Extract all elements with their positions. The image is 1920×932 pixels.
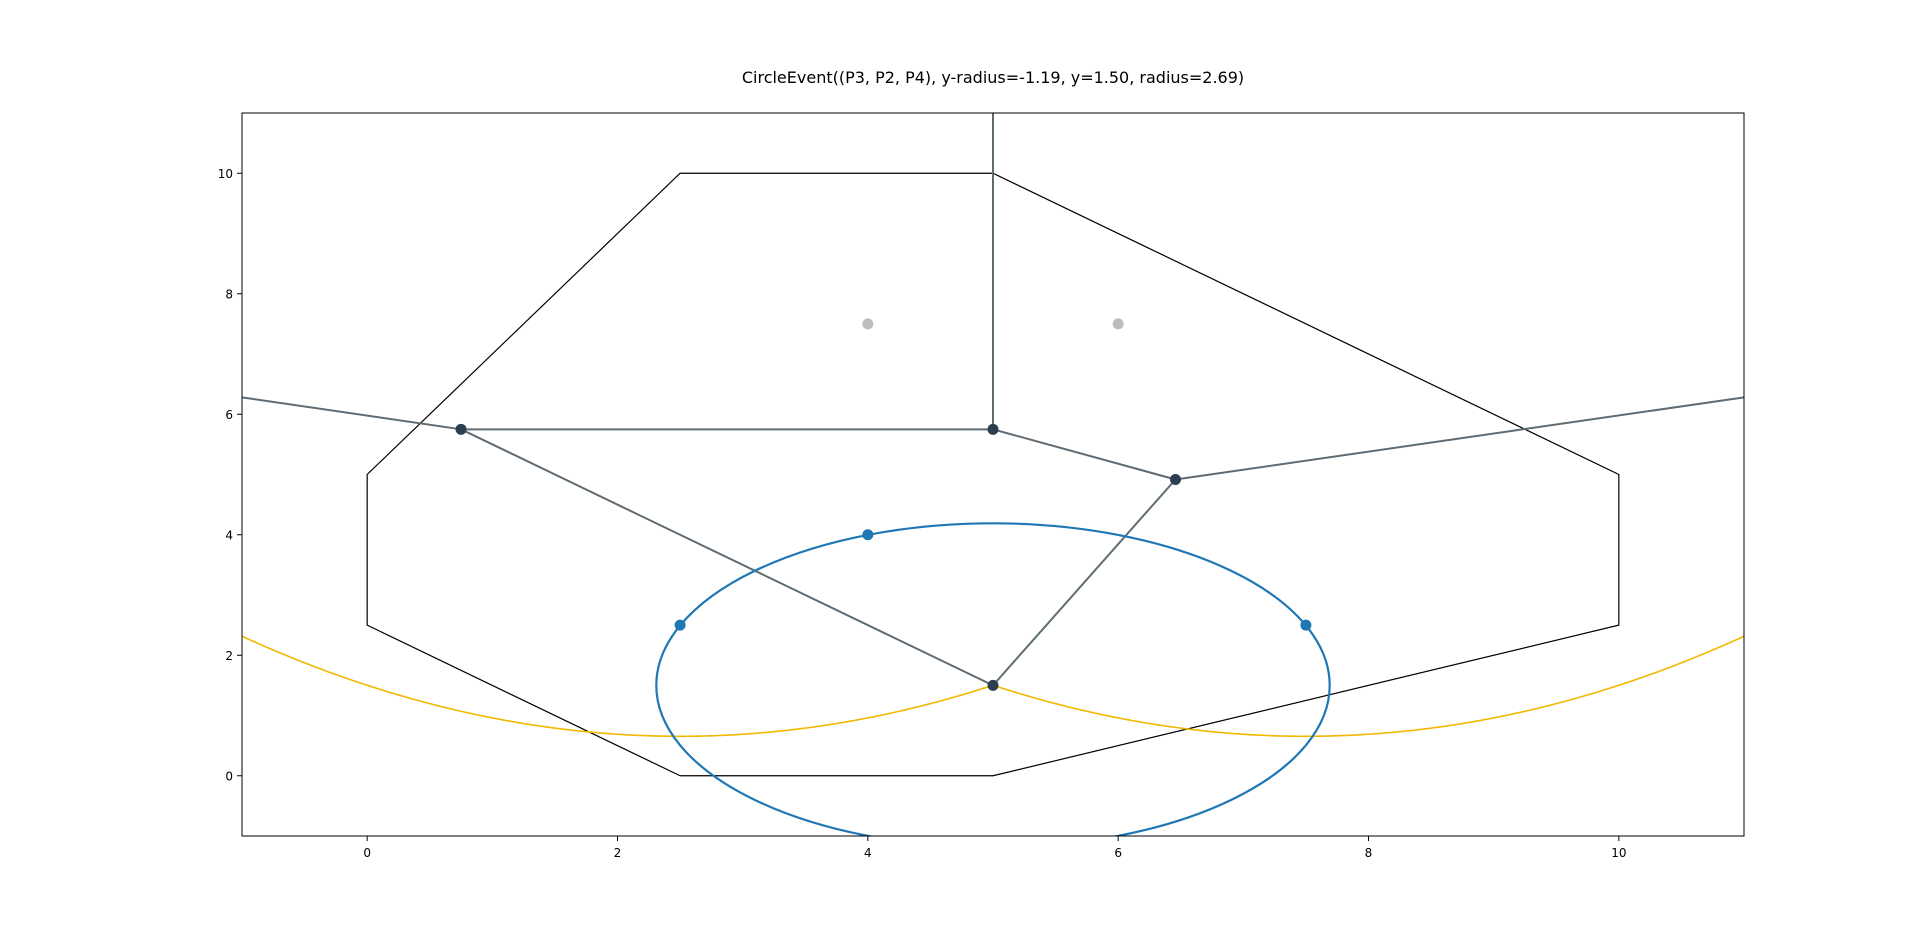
voronoi-edge-4 <box>242 396 462 431</box>
y-tick-label-0: 0 <box>225 769 233 783</box>
y-tick-label-3: 6 <box>225 408 233 422</box>
circle-event-circle <box>655 522 1331 836</box>
y-axis: 0 2 4 6 8 10 <box>218 167 242 783</box>
y-tick-label-4: 8 <box>225 287 233 301</box>
active-site-point-2 <box>1300 619 1312 631</box>
voronoi-edge-5 <box>460 428 994 687</box>
voronoi-edge-2 <box>992 428 1176 481</box>
inactive-site-point-0 <box>862 318 874 330</box>
voronoi-vertex-0 <box>455 423 467 435</box>
x-tick-label-1: 2 <box>614 846 622 860</box>
x-tick-label-0: 0 <box>363 846 371 860</box>
voronoi-edge-3 <box>1175 396 1744 481</box>
axes-frame <box>241 112 1745 837</box>
beachline-arc-1 <box>992 635 1744 738</box>
beachline-arc-0 <box>242 635 994 738</box>
x-tick-label-2: 4 <box>864 846 872 860</box>
active-site-point-1 <box>862 529 874 541</box>
voronoi-vertex-2 <box>1169 474 1181 486</box>
x-tick-label-5: 10 <box>1611 846 1626 860</box>
active-site-point-0 <box>674 619 686 631</box>
y-tick-label-1: 2 <box>225 649 233 663</box>
voronoi-vertex-3 <box>987 679 999 691</box>
y-tick-label-5: 10 <box>218 167 233 181</box>
inactive-site-point-1 <box>1112 318 1124 330</box>
x-tick-label-3: 6 <box>1114 846 1122 860</box>
voronoi-vertex-1 <box>987 423 999 435</box>
x-axis: 0 2 4 6 8 10 <box>363 836 1626 860</box>
chart-title: CircleEvent((P3, P2, P4), y-radius=-1.19… <box>742 68 1244 87</box>
x-tick-label-4: 8 <box>1365 846 1373 860</box>
plot-area <box>242 113 1744 836</box>
voronoi-edge-6 <box>992 478 1177 687</box>
y-tick-label-2: 4 <box>225 528 233 542</box>
